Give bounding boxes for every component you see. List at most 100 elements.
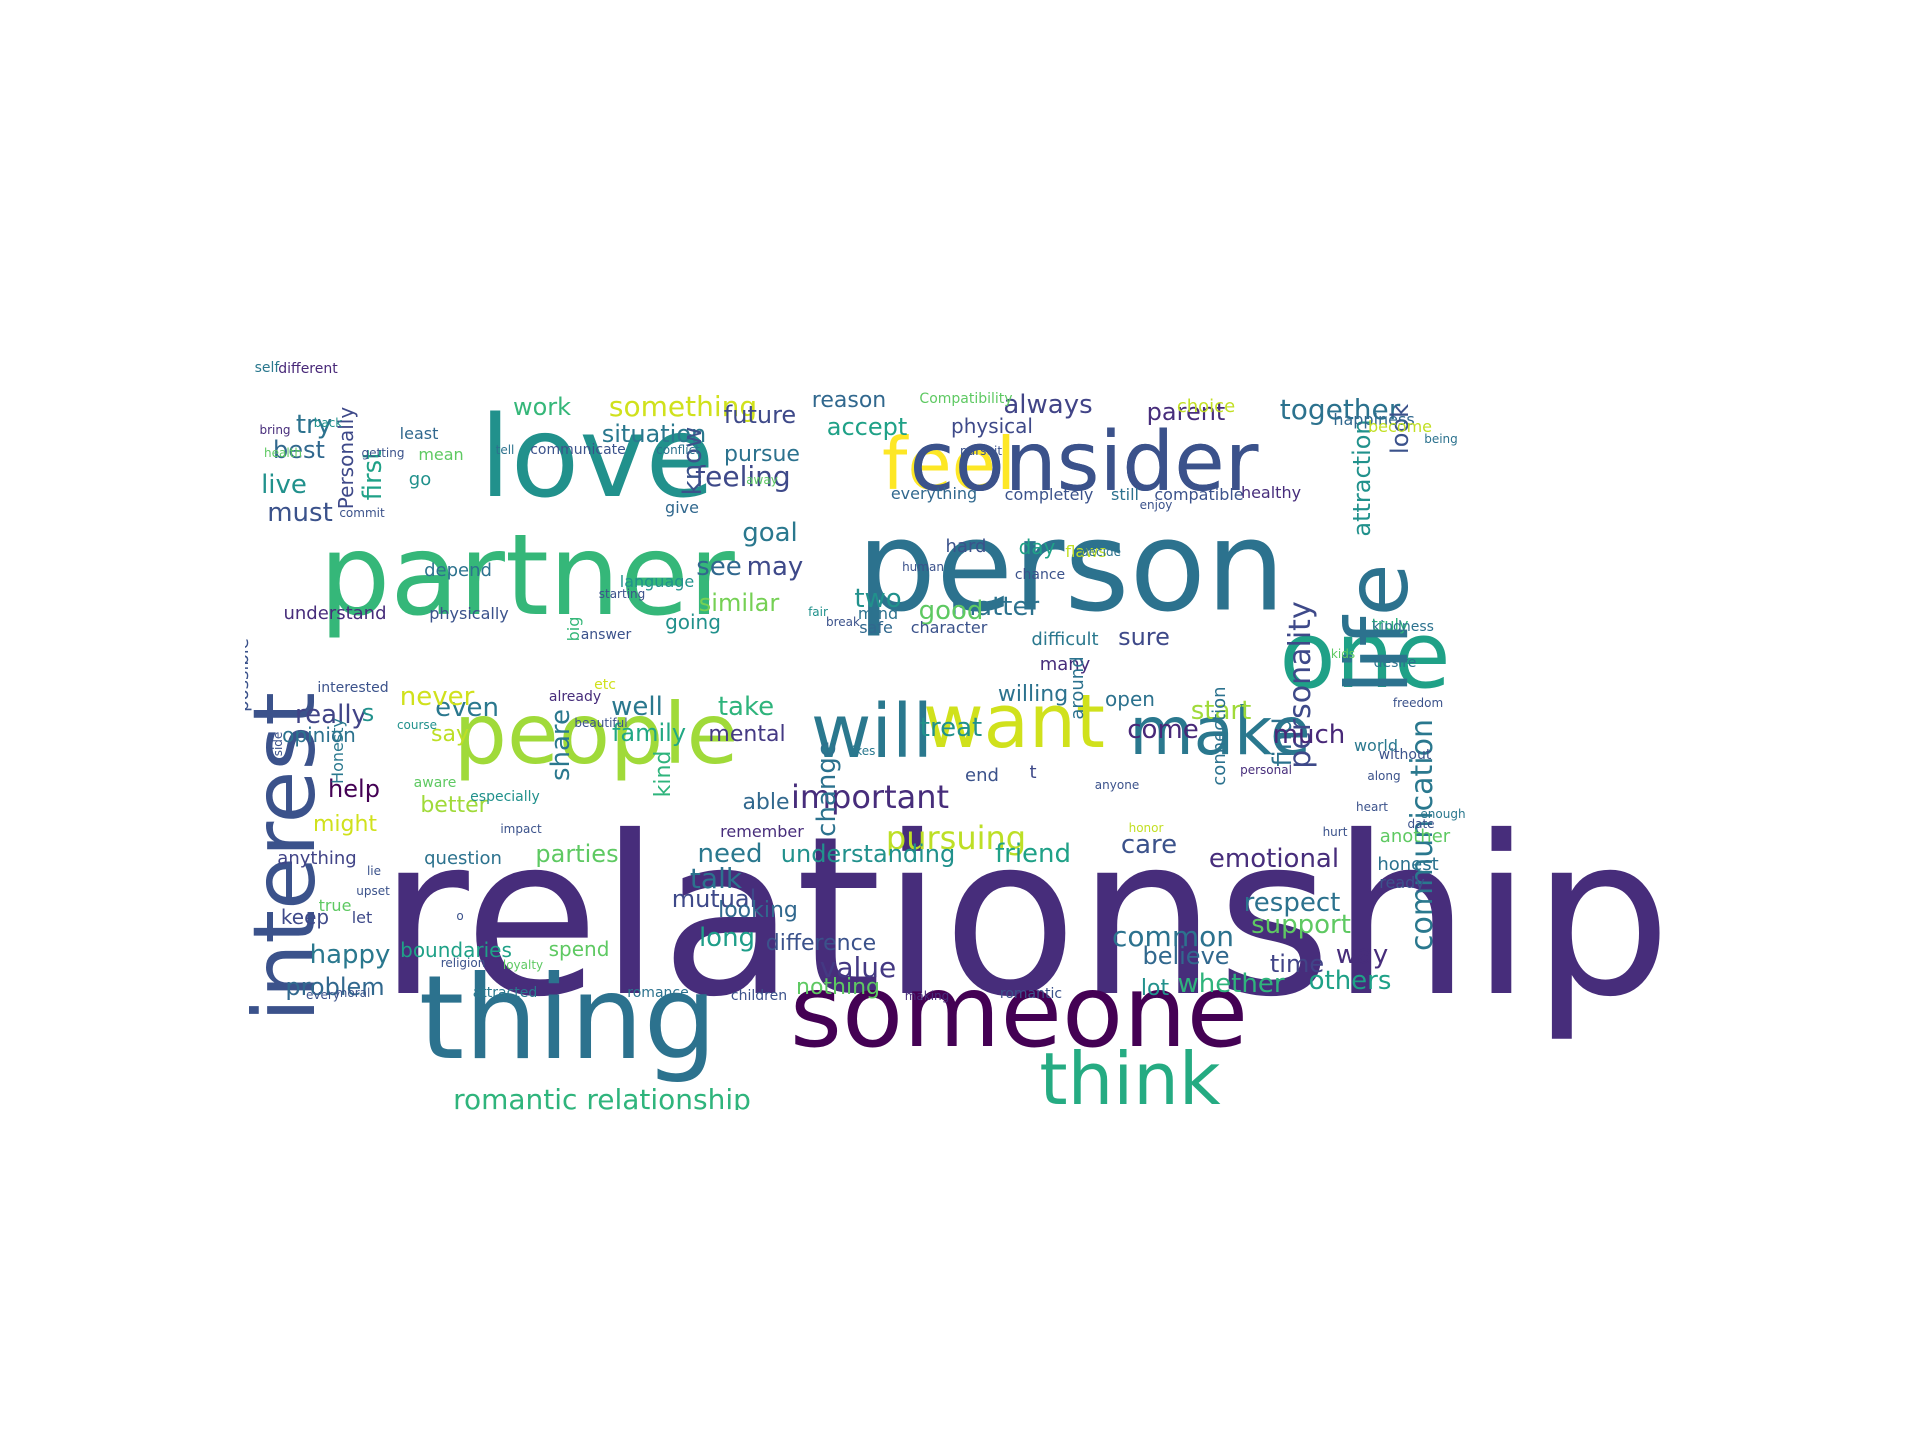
word-cloud-word: going [665,610,721,634]
word-cloud-word: end [965,765,999,786]
word-cloud-word: anything [277,848,357,869]
word-cloud-word: come [1127,715,1199,745]
word-cloud-word: important [790,778,950,816]
word-cloud-word: away [746,473,778,487]
word-cloud-word: beautiful [574,716,628,730]
word-cloud-word: future [723,401,797,429]
word-cloud-word: truly [1371,615,1409,634]
word-cloud-word: children [730,988,788,1004]
word-cloud-word: nothing [796,975,880,1000]
word-cloud-word: honor [1128,821,1164,835]
word-cloud-word: let [351,908,373,927]
word-cloud-word: true [318,896,352,915]
word-cloud-word: Compatibility [919,391,1013,407]
word-cloud-word: choice [1176,396,1236,417]
word-cloud-word: able [742,790,790,815]
word-cloud-word: value [819,951,897,984]
word-cloud-word: consider [909,415,1259,510]
word-cloud-word: work [512,393,572,421]
word-cloud-word: hurt [1322,825,1348,839]
word-cloud-word: keep [280,905,330,929]
word-cloud-word: self [254,360,280,376]
word-cloud-word: along [1367,769,1401,783]
word-cloud-word: kids [1330,647,1356,661]
word-cloud-word: character [910,618,988,637]
word-cloud-word: ready [1379,873,1425,892]
word-cloud-word: relationship [378,789,1672,1045]
word-cloud-word: pursuing [885,819,1027,857]
word-cloud-word: romantic relationship [453,1083,751,1111]
word-cloud-word: around [1067,656,1088,720]
word-cloud-word: start [1190,696,1252,726]
word-cloud-word: love [479,393,715,523]
word-cloud-word: might [312,812,378,837]
word-cloud-word: health [264,446,302,460]
word-cloud-word: healthy [1240,483,1302,502]
word-cloud-word: person [856,494,1286,640]
word-cloud-word: see [696,552,742,582]
word-cloud-word: attraction [1348,419,1376,537]
word-cloud-word: freedom [1392,696,1444,710]
word-cloud-word: always [1003,390,1093,420]
word-cloud-word: know [678,426,708,496]
word-cloud-word: enough [1420,807,1466,821]
word-cloud-word: family [611,719,687,747]
word-cloud-word: completely [1004,485,1094,504]
word-cloud-word: getting [361,446,405,460]
word-cloud-word: impact [500,822,542,836]
word-cloud-word: chance [1014,567,1066,583]
word-cloud-word: decide [1081,545,1121,559]
word-cloud-word: parent [1146,398,1226,426]
word-cloud-word: pursuit [959,444,1003,458]
word-cloud-word: accept [826,413,908,441]
word-cloud-word: difference [765,931,877,956]
word-cloud-word: share [546,708,576,782]
word-cloud-word: make [1129,693,1311,770]
word-cloud-word: romance [627,985,689,1001]
word-cloud-word: need [697,839,763,869]
word-cloud-word: break [826,615,860,629]
word-cloud-word: try [295,410,333,440]
word-cloud-word: live [261,470,307,500]
word-cloud-word: honest [1377,854,1439,875]
word-cloud-word: different [278,361,338,377]
word-cloud-word: human [902,560,944,574]
word-cloud-word: think [1039,1037,1221,1110]
word-cloud-word: o [456,909,464,923]
word-cloud-word: really [295,700,367,730]
word-cloud-word: answer [580,627,632,643]
word-cloud-word: parties [535,840,619,868]
word-cloud-word: become [1367,417,1433,436]
word-cloud-word: without [1378,747,1432,763]
word-cloud-word: s [361,699,375,727]
word-cloud-word: opinion [282,723,356,747]
word-cloud-word: understand [283,603,387,624]
word-cloud-word: someone [789,953,1249,1070]
word-cloud-word: mutual [671,885,757,913]
word-cloud-word: give [665,498,699,517]
word-cloud-word: feeling [695,460,791,493]
word-cloud-word: upset [356,884,390,898]
word-cloud-word: already [548,689,602,705]
word-cloud-word: mental [708,722,786,747]
word-cloud-word: anyone [1094,778,1140,792]
word-cloud-word: common [1112,920,1234,953]
word-cloud-word: physical [951,414,1033,438]
word-cloud-word: looking [718,898,798,923]
word-cloud-word: will [810,689,934,775]
word-cloud-word: heart [1356,800,1388,814]
word-cloud-word: even [435,693,499,723]
word-cloud-word: depend [424,560,492,581]
word-cloud-word: goal [742,518,798,548]
word-cloud-word: loyalty [502,958,544,972]
word-cloud-word: best [273,436,325,464]
word-cloud-word: talk [689,862,743,895]
word-cloud-word: hard [945,536,987,557]
word-cloud-word: back [313,416,343,430]
word-cloud-word: others [1308,966,1392,996]
word-cloud-word: take [717,692,775,722]
word-cloud-word: compatible [1154,485,1244,504]
word-cloud-word: change [812,741,842,837]
word-cloud-word: side [271,731,285,757]
word-cloud-word: reason [811,388,887,413]
